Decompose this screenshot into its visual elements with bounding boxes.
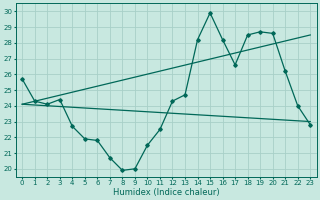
X-axis label: Humidex (Indice chaleur): Humidex (Indice chaleur) — [113, 188, 220, 197]
